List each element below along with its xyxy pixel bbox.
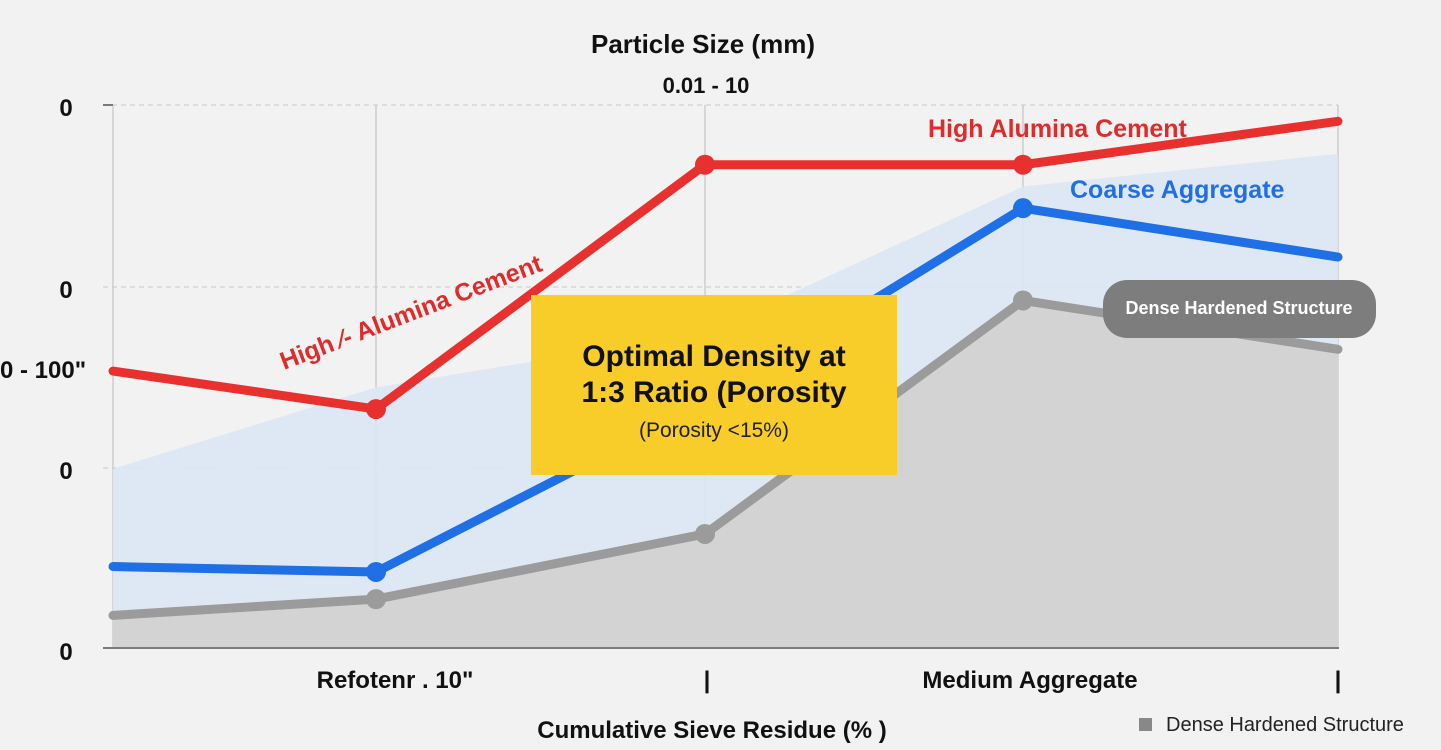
series-label-high-alumina-top: High Alumina Cement — [928, 115, 1187, 143]
marker-dense-hardened-structure-1 — [366, 589, 386, 610]
x-tick-label-2: Medium Aggregate — [922, 667, 1137, 694]
y-tick-label-0: 0 — [59, 95, 72, 122]
x-tick-labels: Refotenr . 10" | Medium Aggregate | — [317, 667, 1342, 694]
marker-high-alumina-cement-1 — [366, 399, 386, 420]
legend: Dense Hardened Structure — [1139, 714, 1404, 736]
y-range-label: 0 - 100" — [0, 357, 86, 384]
marker-coarse-aggregate-3 — [1013, 198, 1033, 219]
x-tick-label-1: | — [704, 667, 711, 694]
dense-structure-pill: Dense Hardened Structure — [1103, 280, 1376, 338]
y-tick-label-1: 0 — [59, 277, 72, 304]
y-tick-label-2: 0 — [59, 458, 72, 485]
legend-label: Dense Hardened Structure — [1166, 714, 1404, 736]
x-axis-title: Cumulative Sieve Residue (% ) — [537, 717, 886, 744]
marker-layer — [366, 154, 1033, 610]
callout-line-1: Optimal Density at — [582, 340, 845, 373]
callout-line-3: (Porosity <15%) — [639, 419, 789, 442]
callout-box: Optimal Density at 1:3 Ratio (Porosity (… — [531, 295, 897, 475]
chart-subtitle: 0.01 - 10 — [663, 73, 750, 98]
series-label-coarse-aggregate: Coarse Aggregate — [1070, 176, 1285, 204]
marker-high-alumina-cement-3 — [1013, 154, 1033, 175]
marker-dense-hardened-structure-2 — [695, 523, 715, 544]
x-tick-label-0: Refotenr . 10" — [317, 667, 474, 694]
y-tick-label-3: 0 — [59, 639, 72, 666]
y-tick-labels: 0 0 0 0 — [59, 95, 72, 666]
pill-label: Dense Hardened Structure — [1125, 298, 1352, 318]
callout-background — [531, 295, 897, 475]
legend-swatch — [1139, 718, 1152, 731]
pill-background — [1103, 280, 1376, 338]
marker-coarse-aggregate-1 — [366, 561, 386, 582]
dense-structure-area — [113, 300, 1338, 648]
chart-title: Particle Size (mm) — [591, 29, 815, 59]
callout-line-2: 1:3 Ratio (Porosity — [581, 376, 846, 409]
marker-dense-hardened-structure-3 — [1013, 290, 1033, 311]
marker-high-alumina-cement-2 — [695, 154, 715, 175]
x-tick-label-3: | — [1335, 667, 1342, 694]
